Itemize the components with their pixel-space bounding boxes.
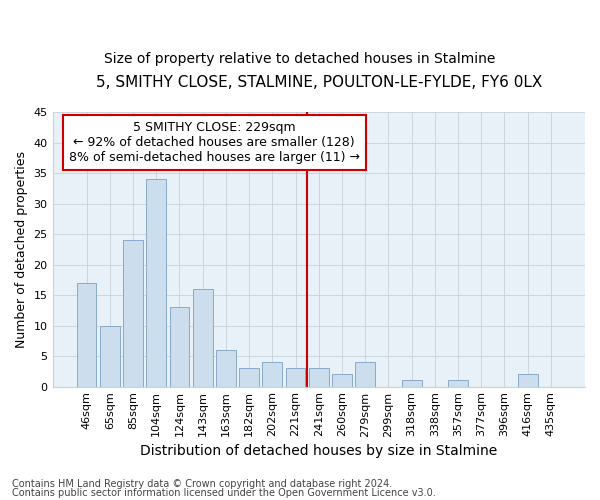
Bar <box>332 374 352 386</box>
Text: 5 SMITHY CLOSE: 229sqm
← 92% of detached houses are smaller (128)
8% of semi-det: 5 SMITHY CLOSE: 229sqm ← 92% of detached… <box>69 121 360 164</box>
Bar <box>286 368 305 386</box>
Bar <box>448 380 468 386</box>
Bar <box>193 289 212 386</box>
Bar <box>355 362 375 386</box>
Text: Contains public sector information licensed under the Open Government Licence v3: Contains public sector information licen… <box>12 488 436 498</box>
Bar <box>100 326 119 386</box>
Bar <box>123 240 143 386</box>
Bar <box>518 374 538 386</box>
Bar <box>262 362 282 386</box>
Bar <box>216 350 236 387</box>
X-axis label: Distribution of detached houses by size in Stalmine: Distribution of detached houses by size … <box>140 444 497 458</box>
Bar <box>309 368 329 386</box>
Bar <box>402 380 422 386</box>
Bar <box>170 307 190 386</box>
Text: Contains HM Land Registry data © Crown copyright and database right 2024.: Contains HM Land Registry data © Crown c… <box>12 479 392 489</box>
Bar <box>146 179 166 386</box>
Text: Size of property relative to detached houses in Stalmine: Size of property relative to detached ho… <box>104 52 496 66</box>
Bar <box>239 368 259 386</box>
Bar <box>77 283 97 387</box>
Y-axis label: Number of detached properties: Number of detached properties <box>15 151 28 348</box>
Title: 5, SMITHY CLOSE, STALMINE, POULTON-LE-FYLDE, FY6 0LX: 5, SMITHY CLOSE, STALMINE, POULTON-LE-FY… <box>95 75 542 90</box>
